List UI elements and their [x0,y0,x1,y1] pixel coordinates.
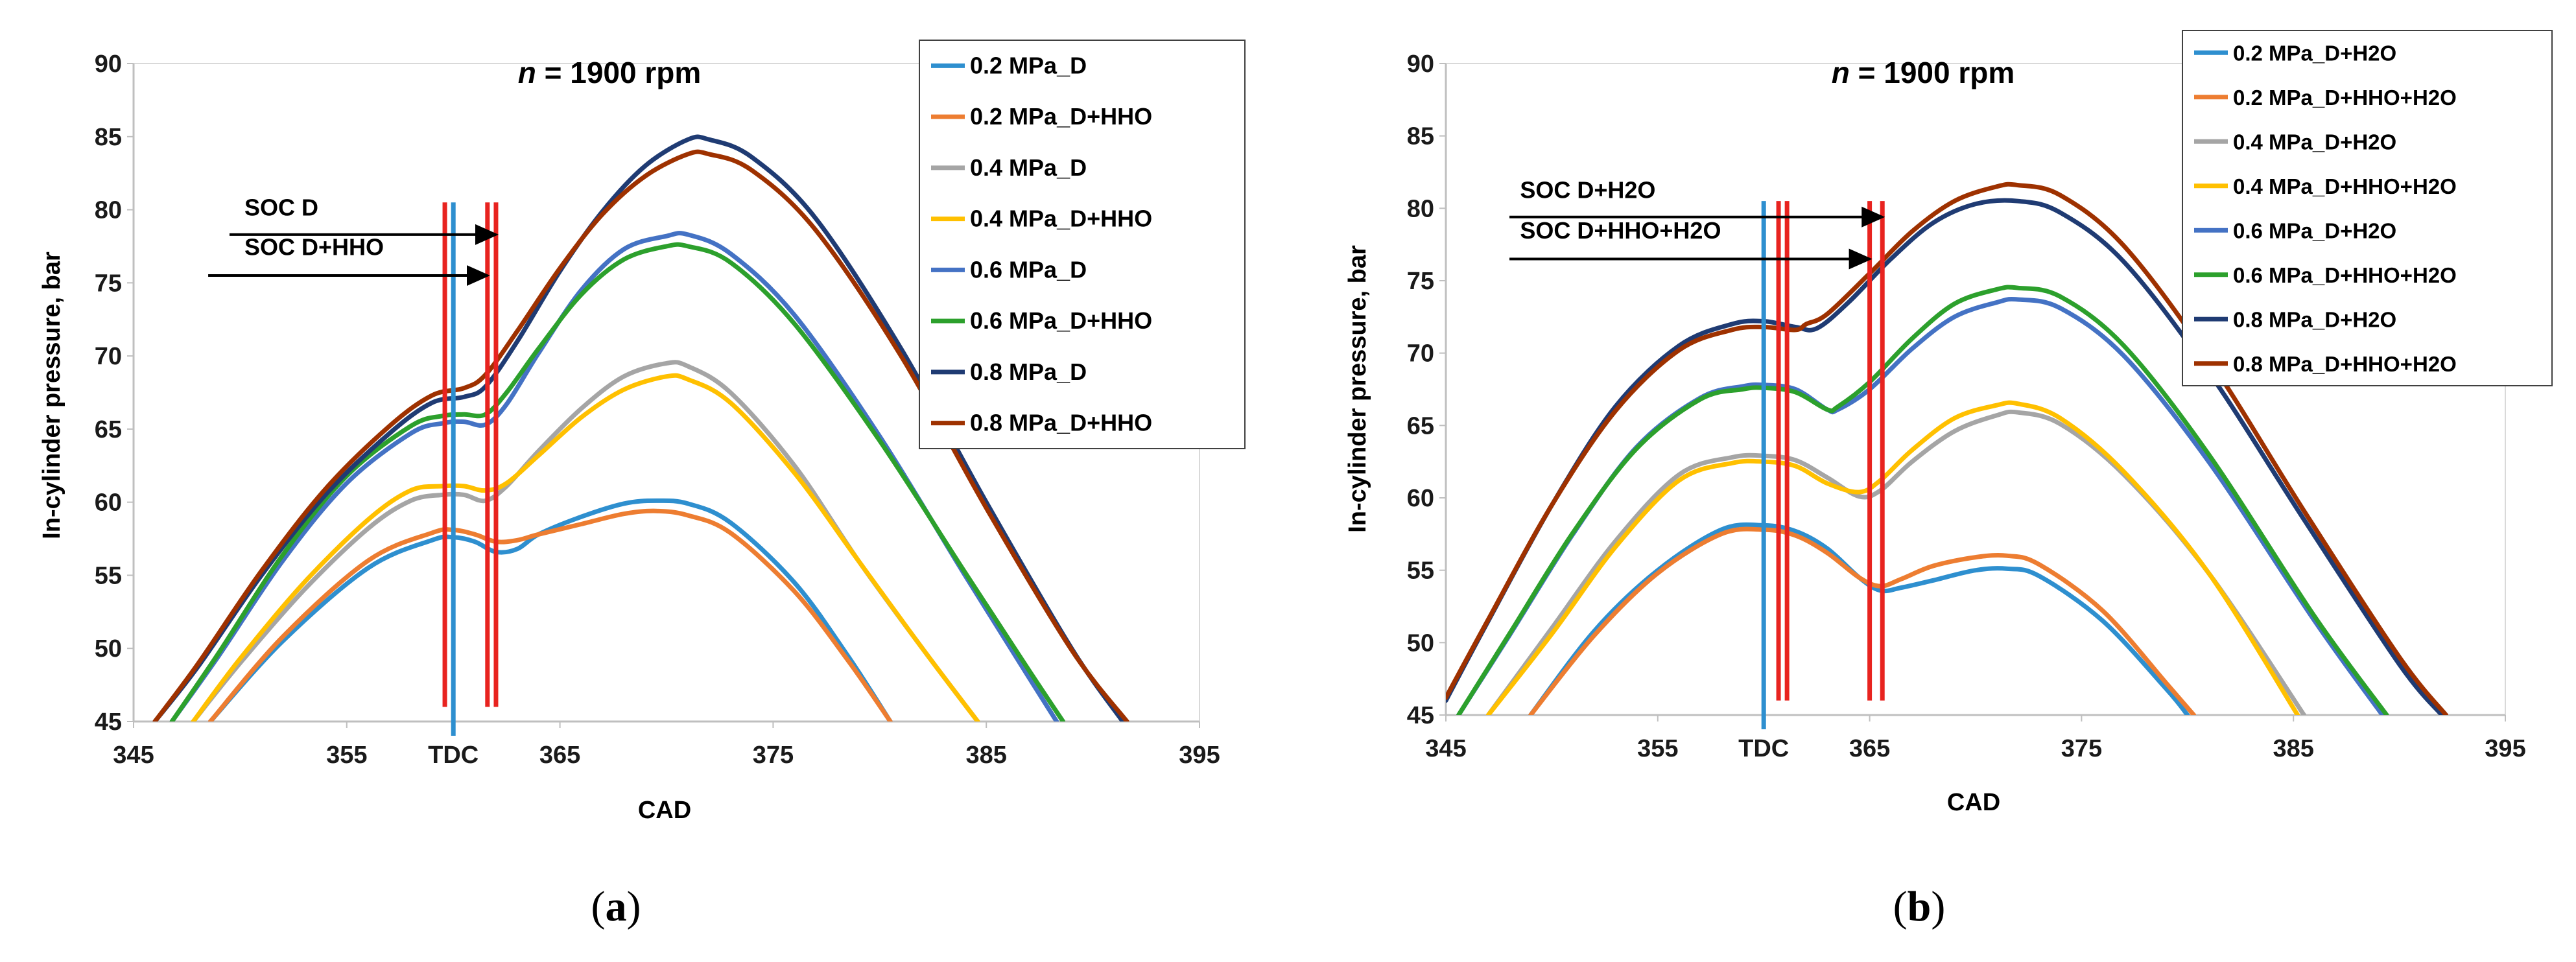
chart-b-legend-label-3: 0.4 MPa_D+H2O [2233,130,2396,154]
chart-a-y-axis-title: In-cylinder pressure, bar [38,252,65,539]
chart-b-legend-label-4: 0.4 MPa_D+HHO+H2O [2233,174,2457,198]
chart-a-y-tick-label: 90 [95,51,122,78]
chart-a-legend-label-7: 0.8 MPa_D [970,358,1087,385]
chart-a-x-tick-label: 375 [753,742,794,769]
chart-b-x-tick-label: 375 [2061,735,2102,762]
chart-a-soc-label-1: SOC D [244,194,318,221]
chart-a-caption-open: ( [591,883,606,930]
chart-b-series-line-3 [1485,409,2306,715]
chart-a-y-tick-label: 70 [95,343,122,370]
chart-a-legend: 0.2 MPa_D 0.2 MPa_D+HHO 0.4 MPa_D 0.4 MPa_D… [919,40,1246,449]
chart-a-legend-label-5: 0.6 MPa_D [970,256,1087,283]
chart-a-legend-box [919,40,1246,449]
chart-a-y-tick-label: 60 [95,489,122,517]
chart-a-chart-title-rest: = 1900 rpm [536,56,701,89]
chart-b-caption: (b) [1893,883,1946,930]
chart-b-y-tick-label: 65 [1407,412,1434,440]
chart-b-legend: 0.2 MPa_D+H2O 0.2 MPa_D+HHO+H2O 0.4 MPa_D+… [2182,30,2553,386]
chart-a-x-tick-label: 395 [1179,742,1220,769]
chart-a-y-tick-label: 80 [95,197,122,224]
chart-b-panel: 45 50 55 60 65 70 75 80 85 90 345 355 TDC 365 375 385 39… [1344,30,2553,930]
chart-b-legend-label-8: 0.8 MPa_D+HHO+H2O [2233,352,2457,376]
chart-b-legend-box [2182,30,2553,386]
chart-b-x-tick-label: 355 [1637,735,1678,762]
chart-a-x-tick-label: TDC [428,742,479,769]
chart-b-x-tick-label: 395 [2485,735,2525,762]
chart-a-x-tick-label: 345 [113,742,154,769]
chart-b-y-tick-label: 90 [1407,51,1434,78]
chart-a-y-tick-label: 45 [95,709,122,736]
chart-a-soc-label-2: SOC D+HHO [244,233,384,260]
chart-a-x-tick-label: 385 [965,742,1006,769]
chart-b-chart-title-var: n [1832,56,1850,89]
chart-b-x-tick-label: 345 [1425,735,1466,762]
chart-a-x-tick-label: 365 [539,742,580,769]
chart-b-series-line-2 [1528,526,2197,715]
chart-b-soc-label-1: SOC D+H2O [1520,177,1655,204]
chart-a-caption-close: ) [627,883,641,930]
chart-a-y-tick-label: 75 [95,270,122,297]
chart-a-x-axis-title: CAD [638,797,691,824]
chart-b-y-axis-title: In-cylinder pressure, bar [1344,245,1371,533]
chart-b-y-tick-label: 45 [1407,702,1434,729]
chart-a-legend-label-1: 0.2 MPa_D [970,52,1087,78]
chart-b-legend-label-7: 0.8 MPa_D+H2O [2233,307,2396,331]
chart-a-legend-label-4: 0.4 MPa_D+HHO [970,205,1152,232]
chart-b-series-line-1 [1528,522,2190,715]
chart-b-y-tick-label: 80 [1407,195,1434,222]
chart-a-series-group [152,134,1129,722]
chart-b-legend-label-1: 0.2 MPa_D+H2O [2233,41,2396,65]
chart-b-series-line-8 [1446,182,2448,715]
chart-b-legend-label-5: 0.6 MPa_D+H2O [2233,218,2396,242]
chart-b-x-tick-label: 385 [2273,735,2313,762]
chart-b-y-tick-label: 75 [1407,268,1434,295]
chart-b-caption-letter: b [1908,883,1932,930]
chart-a-panel: 45 50 55 60 65 70 75 80 85 90 345 355 TDC 365 375 385 39… [38,40,1246,930]
chart-b-series-line-4 [1485,400,2300,715]
chart-a-legend-label-2: 0.2 MPa_D+HHO [970,103,1152,130]
chart-a-series-line-4 [191,373,980,722]
chart-b-x-axis-title: CAD [1947,789,2000,816]
chart-a-series-line-6 [169,242,1066,722]
chart-b-legend-label-6: 0.6 MPa_D+HHO+H2O [2233,263,2457,287]
chart-a-y-tick-label: 85 [95,124,122,151]
chart-a-legend-label-6: 0.6 MPa_D+HHO [970,307,1152,334]
chart-a-chart-title-var: n [518,56,536,89]
chart-a-y-tick-label: 65 [95,416,122,443]
chart-a-caption-letter: a [606,883,627,930]
chart-b-caption-close: ) [1931,883,1945,930]
chart-b-y-tick-label: 60 [1407,485,1434,512]
chart-a-caption: (a) [591,883,641,930]
chart-b-y-tick-label: 85 [1407,123,1434,150]
chart-b-soc-label-2: SOC D+HHO+H2O [1520,217,1721,244]
chart-b-x-tick-label: TDC [1738,735,1789,762]
chart-b-y-tick-label: 55 [1407,557,1434,585]
chart-a-series-line-2 [207,508,893,722]
chart-a-legend-label-8: 0.8 MPa_D+HHO [970,410,1152,436]
chart-b-chart-title-rest: = 1900 rpm [1850,56,2015,89]
chart-a-y-tick-label: 55 [95,562,122,589]
chart-b-y-tick-label: 70 [1407,340,1434,368]
chart-b-legend-label-2: 0.2 MPa_D+HHO+H2O [2233,86,2457,110]
chart-a-legend-label-3: 0.4 MPa_D [970,154,1087,181]
chart-b-y-tick-label: 50 [1407,629,1434,657]
chart-a-y-tick-label: 50 [95,635,122,663]
chart-a-chart-title: n = 1900 rpm [518,56,702,89]
chart-b-x-tick-label: 365 [1849,735,1890,762]
chart-b-caption-open: ( [1893,883,1908,930]
chart-b-chart-title: n = 1900 rpm [1832,56,2015,89]
chart-a-x-tick-label: 355 [326,742,367,769]
